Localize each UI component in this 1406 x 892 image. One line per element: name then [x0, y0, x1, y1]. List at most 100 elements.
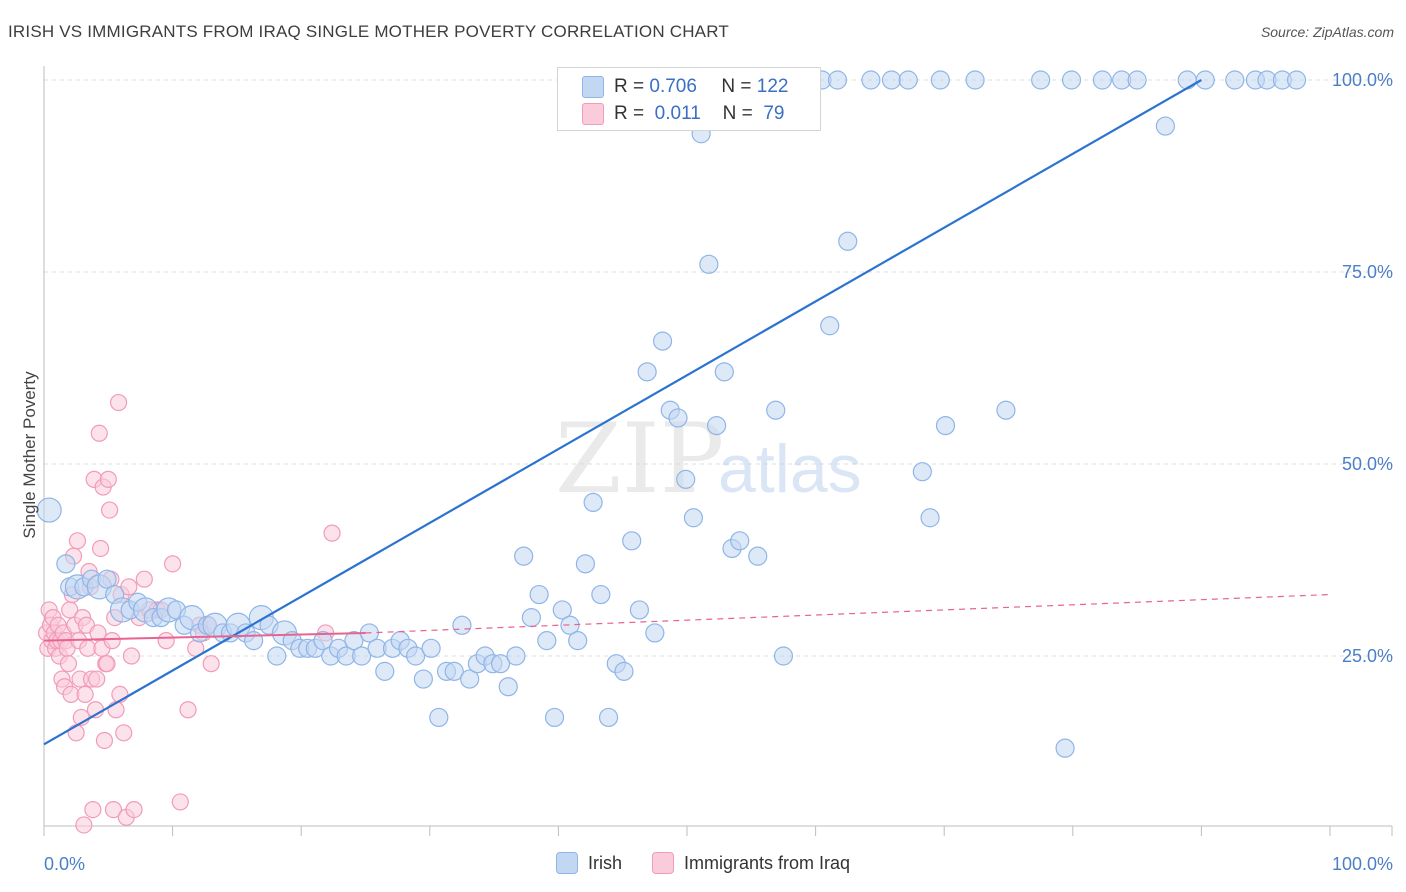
legend-n-iraq: 79	[763, 103, 785, 124]
watermark-atlas: atlas	[718, 431, 862, 507]
data-point	[109, 393, 128, 412]
data-point	[1061, 70, 1082, 90]
data-point	[676, 469, 696, 489]
legend-r-iraq: 0.011	[654, 103, 701, 124]
series-legend: Irish Immigrants from Iraq	[556, 852, 880, 874]
data-point	[90, 424, 108, 442]
data-point	[521, 607, 541, 628]
data-point	[629, 600, 650, 620]
data-point	[1092, 70, 1112, 90]
x-tick-label: 0.0%	[44, 854, 85, 874]
y-tick-labels: 25.0% 50.0% 75.0% 100.0%	[1332, 70, 1393, 666]
data-point	[575, 554, 596, 574]
data-point	[115, 724, 133, 742]
data-point	[645, 623, 665, 643]
data-point	[323, 524, 341, 542]
trend-line-iraq-extension	[365, 593, 1331, 634]
trend-line-irish	[43, 79, 1202, 746]
data-point	[164, 555, 182, 573]
data-point	[120, 578, 138, 596]
data-point	[157, 632, 175, 650]
data-point	[1155, 116, 1175, 136]
data-point	[490, 654, 511, 674]
data-point	[267, 646, 287, 666]
legend-label-iraq: Immigrants from Iraq	[684, 852, 851, 873]
data-point	[730, 531, 750, 551]
data-point	[1031, 70, 1051, 90]
x-tick-label: 100.0%	[1332, 854, 1393, 874]
y-tick-label: 75.0%	[1342, 262, 1393, 282]
data-point	[104, 800, 123, 819]
data-point	[668, 408, 688, 428]
data-point	[429, 707, 449, 728]
legend-item-irish[interactable]: Irish	[556, 852, 622, 874]
data-point	[544, 707, 565, 728]
data-point	[75, 816, 93, 834]
data-point	[375, 661, 395, 681]
data-point	[406, 646, 426, 666]
data-point	[773, 646, 794, 666]
data-point	[506, 646, 526, 666]
legend-r-irish: 0.706	[649, 76, 697, 97]
legend-row-irish: R = 0.706 N = 122	[582, 74, 788, 100]
legend-n-label: N =	[722, 103, 753, 124]
data-point	[100, 501, 119, 519]
data-point	[881, 70, 902, 90]
data-point	[1286, 70, 1307, 90]
data-point	[591, 584, 611, 605]
data-point	[820, 316, 840, 336]
axes	[43, 66, 1393, 836]
data-point	[1195, 70, 1215, 90]
data-point	[529, 584, 549, 605]
data-point	[935, 416, 956, 436]
data-point	[67, 724, 85, 742]
data-point	[930, 70, 950, 90]
chart-source: Source: ZipAtlas.com	[1260, 24, 1394, 40]
data-point	[622, 531, 642, 551]
legend-swatch-iraq	[582, 103, 604, 125]
data-point	[413, 669, 433, 689]
legend-r-label: R =	[614, 103, 645, 124]
data-point	[313, 631, 333, 651]
data-point	[36, 497, 62, 523]
y-axis-label: Single Mother Poverty	[20, 371, 39, 539]
y-tick-label: 100.0%	[1332, 70, 1393, 90]
data-point	[920, 508, 940, 528]
data-point	[699, 254, 719, 274]
legend-row-iraq: R = 0.011 N = 79	[582, 101, 784, 127]
data-point	[421, 638, 441, 658]
legend-n-label: N =	[721, 76, 752, 97]
data-point	[56, 554, 76, 574]
data-point	[714, 362, 734, 382]
data-point	[683, 508, 704, 528]
data-point	[514, 546, 534, 566]
data-point	[125, 800, 143, 819]
data-point	[614, 661, 634, 681]
data-point	[244, 631, 264, 651]
stats-legend: R = 0.706 N = 122 R = 0.011 N = 79	[557, 67, 821, 131]
y-tick-label: 25.0%	[1342, 646, 1393, 666]
data-point	[498, 677, 518, 697]
data-point	[88, 670, 106, 688]
data-point	[706, 416, 727, 436]
legend-r-label: R =	[614, 76, 645, 97]
data-point	[97, 569, 117, 589]
legend-item-iraq[interactable]: Immigrants from Iraq	[652, 852, 850, 874]
data-point	[637, 362, 657, 382]
data-point	[568, 631, 588, 651]
trend-lines	[43, 79, 1331, 746]
data-point	[1225, 70, 1245, 90]
data-point	[76, 685, 94, 704]
y-tick-label: 50.0%	[1342, 454, 1393, 474]
data-point	[838, 231, 858, 251]
data-point	[766, 400, 786, 420]
data-point	[171, 793, 189, 811]
data-point	[460, 669, 480, 689]
data-point	[68, 532, 87, 550]
data-point	[444, 661, 464, 681]
data-point	[537, 631, 557, 651]
data-point	[84, 800, 102, 819]
data-point	[583, 492, 603, 512]
data-point	[996, 400, 1016, 420]
